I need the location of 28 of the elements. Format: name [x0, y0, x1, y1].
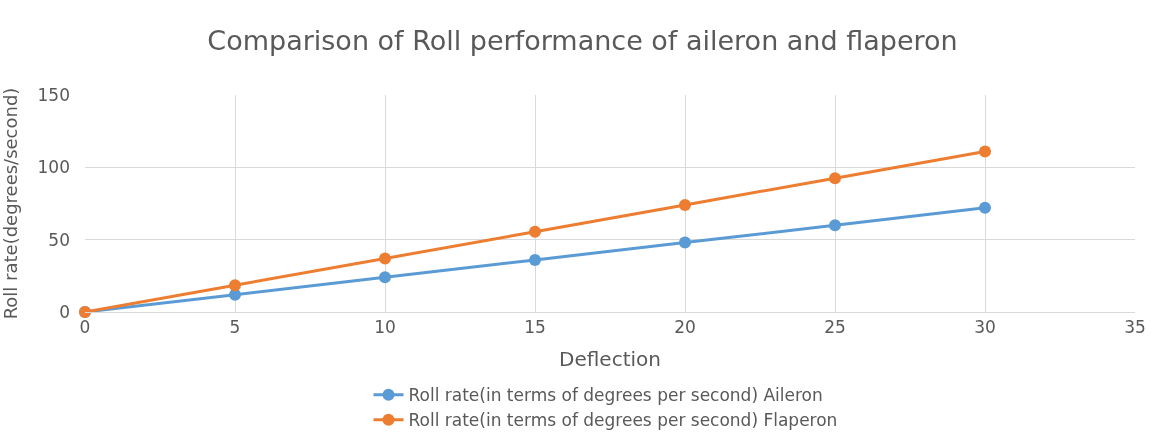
point — [679, 236, 691, 249]
y-tick-label: 50 — [48, 229, 70, 250]
point — [379, 271, 391, 284]
point — [229, 279, 241, 292]
x-tick-label: 10 — [374, 317, 396, 338]
point — [529, 253, 541, 266]
x-tick-label: 0 — [79, 317, 91, 338]
x-axis-title: Deflection — [559, 346, 661, 371]
point — [829, 219, 841, 232]
x-tick-label: 5 — [229, 317, 241, 338]
y-axis-title: Roll rate(degrees/second) — [0, 87, 21, 320]
point — [979, 145, 991, 158]
legend-label: Roll rate(in terms of degrees per second) Flaperon — [408, 410, 838, 431]
point — [529, 225, 541, 238]
point — [379, 252, 391, 265]
y-tick-label: 100 — [37, 157, 70, 178]
x-tick-label: 15 — [524, 317, 546, 338]
point — [979, 201, 991, 214]
x-tick-label: 30 — [974, 317, 996, 338]
x-tick-label: 20 — [674, 317, 696, 338]
x-tick-label: 35 — [1124, 317, 1146, 338]
legend-label: Roll rate(in terms of degrees per second) Aileron — [408, 385, 823, 406]
y-tick-label: 150 — [37, 84, 70, 105]
point — [829, 172, 841, 185]
point — [679, 198, 691, 211]
chart-title: Comparison of Roll performance of aileron and flaperon — [207, 25, 958, 57]
x-tick-label: 25 — [824, 317, 846, 338]
y-tick-label: 0 — [59, 301, 70, 322]
